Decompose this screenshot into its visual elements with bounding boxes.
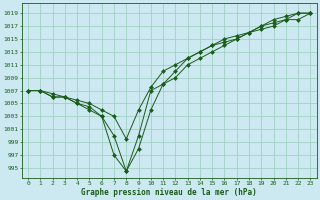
X-axis label: Graphe pression niveau de la mer (hPa): Graphe pression niveau de la mer (hPa) xyxy=(81,188,257,197)
